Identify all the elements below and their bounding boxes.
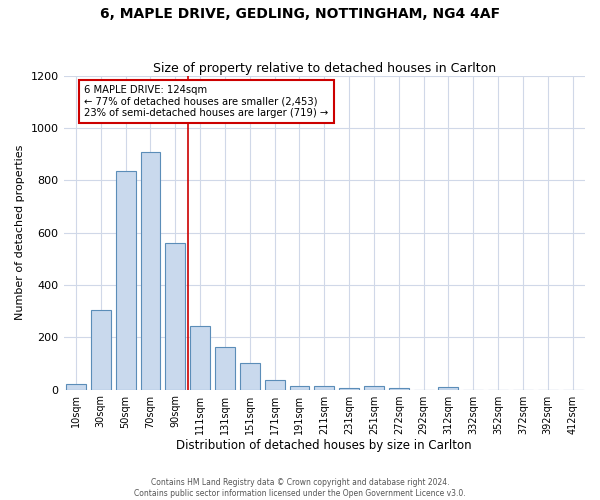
Bar [91,310,111,390]
Text: 6, MAPLE DRIVE, GEDLING, NOTTINGHAM, NG4 4AF: 6, MAPLE DRIVE, GEDLING, NOTTINGHAM, NG4… [100,8,500,22]
Bar [339,388,359,390]
Bar [290,386,310,390]
Bar [140,152,160,390]
X-axis label: Distribution of detached houses by size in Carlton: Distribution of detached houses by size … [176,440,472,452]
Bar [116,171,136,390]
Bar [240,362,260,390]
Bar [439,387,458,390]
Bar [66,384,86,390]
Bar [314,386,334,390]
Bar [215,347,235,390]
Y-axis label: Number of detached properties: Number of detached properties [15,145,25,320]
Bar [364,386,384,390]
Text: 6 MAPLE DRIVE: 124sqm
← 77% of detached houses are smaller (2,453)
23% of semi-d: 6 MAPLE DRIVE: 124sqm ← 77% of detached … [85,85,329,118]
Title: Size of property relative to detached houses in Carlton: Size of property relative to detached ho… [153,62,496,74]
Bar [265,380,284,390]
Bar [389,388,409,390]
Bar [190,326,210,390]
Bar [166,243,185,390]
Text: Contains HM Land Registry data © Crown copyright and database right 2024.
Contai: Contains HM Land Registry data © Crown c… [134,478,466,498]
